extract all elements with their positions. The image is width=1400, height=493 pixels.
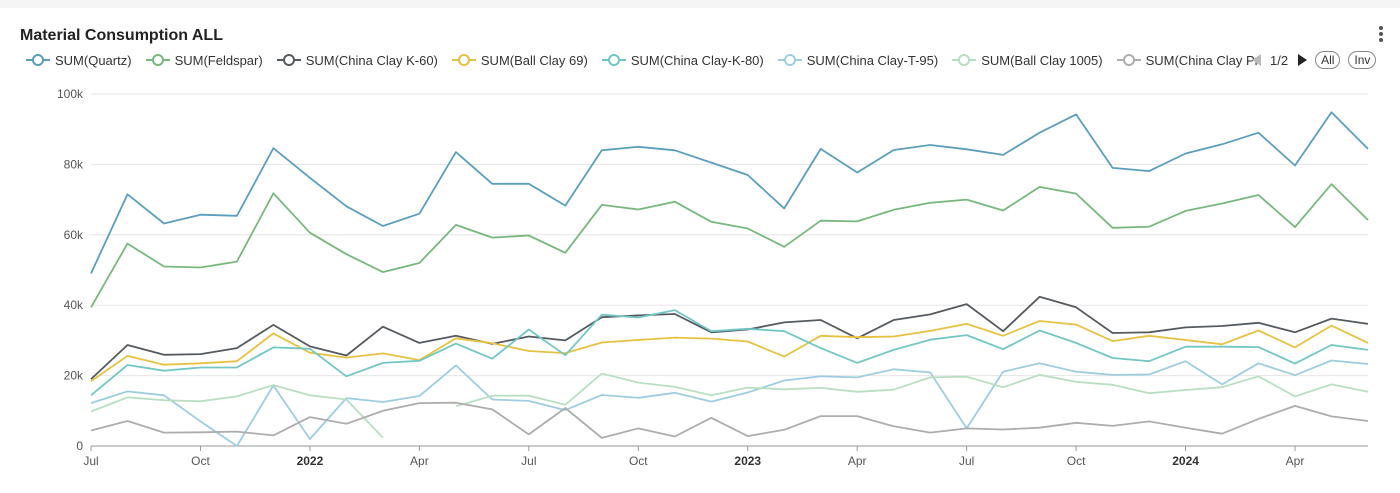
legend-item-6[interactable]: SUM(China Clay-T-95) [777, 50, 939, 70]
legend-item-5[interactable]: SUM(China Clay-K-80) [601, 50, 764, 70]
chart-legend: SUM(Quartz) SUM(Feldspar) SUM(China Clay K… [26, 50, 1258, 70]
legend-marker-icon [1116, 54, 1141, 66]
legend-prev-icon[interactable] [1252, 54, 1261, 66]
legend-label: SUM(Ball Clay 69) [480, 52, 588, 68]
legend-marker-icon [952, 54, 977, 66]
series-line-6 [90, 359, 1369, 447]
y-tick-label: 40k [64, 298, 84, 312]
x-tick-label: 2024 [1172, 454, 1199, 468]
x-tick-label: Oct [191, 454, 210, 468]
legend-item-1[interactable]: SUM(Quartz) [26, 50, 132, 70]
x-tick-label: Apr [848, 454, 867, 468]
series-line-5 [90, 309, 1369, 396]
legend-marker-icon [451, 54, 476, 66]
legend-marker-icon [601, 54, 626, 66]
x-tick-label: Apr [1286, 454, 1305, 468]
legend-item-2[interactable]: SUM(Feldspar) [145, 50, 263, 70]
more-options-icon[interactable] [1378, 26, 1384, 46]
x-tick-label: Oct [1067, 454, 1086, 468]
y-tick-label: 0 [76, 439, 83, 453]
y-tick-label: 80k [64, 157, 84, 171]
legend-marker-icon [777, 54, 802, 66]
legend-label: SUM(Ball Clay 1005) [981, 52, 1103, 68]
y-tick-label: 100k [57, 87, 84, 101]
series-line-1 [90, 111, 1369, 274]
x-tick-label: Jul [959, 454, 974, 468]
legend-marker-icon [26, 54, 50, 66]
legend-page-indicator: 1/2 [1270, 52, 1289, 68]
legend-label: SUM(Feldspar) [174, 52, 263, 68]
y-tick-label: 20k [64, 369, 84, 383]
legend-invert-button[interactable]: Inv [1348, 51, 1377, 69]
legend-item-7[interactable]: SUM(Ball Clay 1005) [952, 50, 1103, 70]
legend-item-4[interactable]: SUM(Ball Clay 69) [451, 50, 588, 70]
legend-item-8[interactable]: SUM(China Clay Premium) [1116, 50, 1258, 70]
legend-label: SUM(China Clay K-60) [305, 52, 438, 68]
chart-title: Material Consumption ALL [20, 27, 223, 44]
legend-marker-icon [145, 54, 170, 66]
legend-label: SUM(Quartz) [55, 52, 132, 68]
x-tick-label: 2022 [297, 454, 324, 468]
series-line-4 [90, 320, 1369, 382]
chart-panel: Material Consumption ALL [0, 8, 1400, 493]
x-tick-label: Jul [83, 454, 98, 468]
x-tick-label: Apr [410, 454, 429, 468]
legend-select-all-button[interactable]: All [1315, 51, 1341, 69]
series-line-8 [90, 401, 1369, 439]
x-tick-label: 2023 [734, 454, 761, 468]
series-line-2 [90, 183, 1369, 308]
legend-label: SUM(China Clay-T-95) [806, 52, 939, 68]
legend-item-3[interactable]: SUM(China Clay K-60) [276, 50, 438, 70]
y-tick-label: 60k [64, 228, 84, 242]
series-line-7 [90, 372, 1369, 439]
legend-label: SUM(China Clay-K-80) [630, 52, 764, 68]
x-tick-label: Oct [629, 454, 648, 468]
x-tick-label: Jul [521, 454, 536, 468]
legend-next-icon[interactable] [1298, 54, 1308, 66]
legend-pager: 1/2 All Inv [1252, 50, 1377, 70]
legend-label: SUM(China Clay Premium) [1145, 52, 1258, 68]
legend-marker-icon [276, 54, 301, 66]
